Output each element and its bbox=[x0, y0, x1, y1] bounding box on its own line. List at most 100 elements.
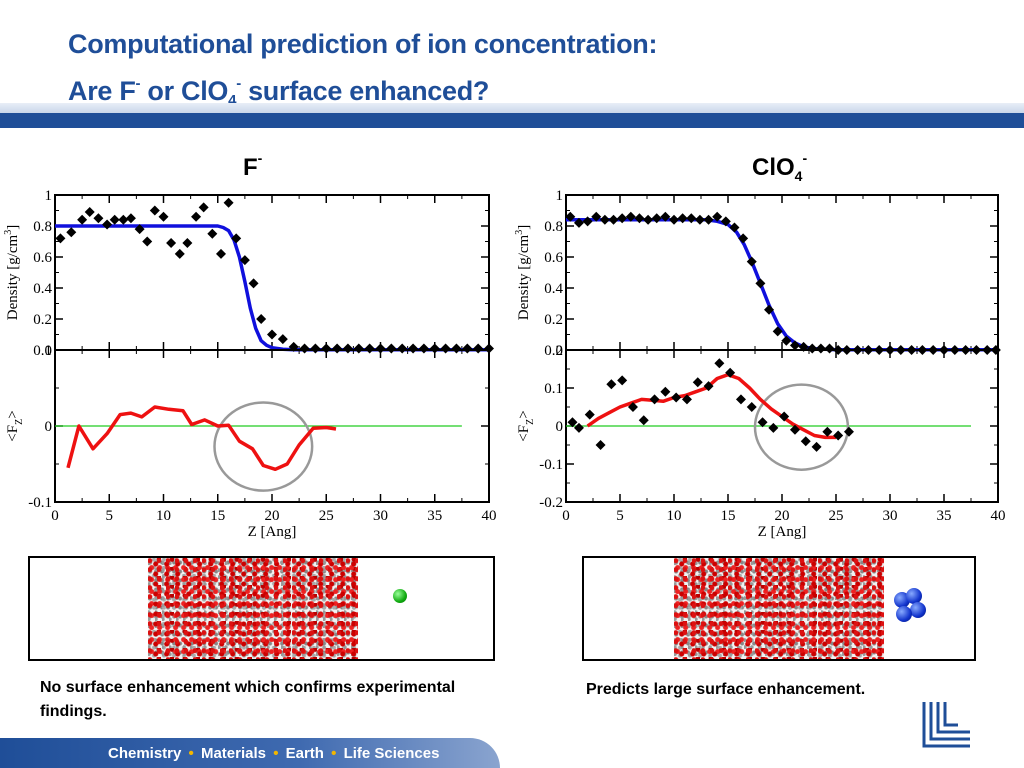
footer-item-life-sciences: Life Sciences bbox=[343, 745, 440, 762]
title-text-b: or ClO bbox=[140, 76, 229, 106]
left-density-data-point bbox=[364, 343, 375, 354]
right-density-ytick-label: 0.8 bbox=[544, 219, 563, 235]
left-density-ytick-label: 1 bbox=[45, 188, 53, 204]
right-force-xtick-label: 40 bbox=[991, 508, 1006, 524]
right-force-data-point bbox=[822, 426, 833, 437]
left-density-data-point bbox=[375, 343, 386, 354]
left-density-data-point bbox=[207, 228, 218, 239]
left-density-data-point bbox=[397, 343, 408, 354]
left-density-data-point bbox=[66, 227, 77, 238]
left-density-data-point bbox=[109, 214, 120, 225]
left-density-data-point bbox=[462, 343, 473, 354]
right-ion-sub: 4 bbox=[794, 168, 803, 184]
right-density-ylabel-script: 3 bbox=[514, 230, 525, 235]
right-density-ytick-label: 0.4 bbox=[544, 281, 563, 297]
right-force-ylabel: <FZ> bbox=[516, 410, 536, 441]
right-force-data-point bbox=[567, 417, 578, 428]
right-density-data-point bbox=[703, 214, 714, 225]
left-force-ytick-label: -0.1 bbox=[28, 495, 52, 511]
title-sup-1: - bbox=[135, 75, 141, 92]
right-force-ylabel-script: Z bbox=[525, 419, 536, 425]
left-density-data-point bbox=[267, 329, 277, 340]
right-density-data-point bbox=[565, 211, 576, 222]
left-density-data-point bbox=[408, 343, 419, 354]
left-density-data-point bbox=[239, 255, 250, 266]
footer-separator: • bbox=[273, 745, 279, 762]
left-force-force-line bbox=[66, 405, 337, 472]
left-force-xtick-label: 35 bbox=[427, 508, 442, 524]
right-density-data-point bbox=[669, 214, 679, 225]
left-density-ytick-label: 0.8 bbox=[33, 219, 52, 235]
right-density-data-point bbox=[720, 216, 731, 227]
right-force-xtick-label: 35 bbox=[937, 508, 952, 524]
right-density-data-point bbox=[599, 214, 610, 225]
right-force-xtick-label: 30 bbox=[883, 508, 898, 524]
left-density-data-point bbox=[198, 202, 209, 213]
right-force-xtick-label: 0 bbox=[562, 508, 570, 524]
right-density-data-point bbox=[686, 213, 697, 224]
right-density-ytick-label: 0 bbox=[556, 343, 564, 359]
right-density-data-point bbox=[625, 211, 636, 222]
right-force-xtick-label: 20 bbox=[775, 508, 790, 524]
right-force-data-point bbox=[671, 392, 682, 403]
right-density-data-point bbox=[651, 213, 662, 224]
right-density-data-point bbox=[660, 211, 671, 222]
left-ion-sup: - bbox=[257, 150, 263, 166]
right-density-data-point bbox=[789, 340, 800, 351]
left-density-data-point bbox=[277, 334, 288, 345]
footer-item-earth: Earth bbox=[285, 745, 324, 762]
footer-separator: • bbox=[188, 745, 194, 762]
right-density-data-point bbox=[755, 278, 766, 289]
right-density-data-point bbox=[643, 214, 654, 225]
left-force-ylabel-base: <F bbox=[5, 425, 21, 442]
left-density-data-point bbox=[231, 233, 242, 244]
left-density-data-point bbox=[84, 207, 95, 218]
right-force-data-point bbox=[649, 394, 660, 405]
left-density-data-point bbox=[158, 211, 169, 222]
right-density-ylabel-base: Density [g/cm bbox=[516, 234, 532, 320]
right-force-data-point bbox=[811, 441, 822, 452]
left-force-xtick-label: 10 bbox=[156, 508, 171, 524]
left-density-data-point bbox=[216, 248, 227, 259]
right-force-ytick-label: -0.2 bbox=[539, 495, 563, 511]
right-force-data-point bbox=[843, 426, 854, 437]
left-ion-base: F bbox=[243, 154, 258, 181]
right-force-data-point bbox=[627, 402, 638, 412]
right-force-data-point bbox=[725, 367, 736, 378]
left-density-ytick-label: 0.4 bbox=[33, 281, 52, 297]
right-density-data-point bbox=[617, 213, 628, 224]
right-density-ytick-label: 0.6 bbox=[544, 250, 563, 266]
left-force-ytick-label: 0 bbox=[45, 419, 53, 435]
left-density-data-point bbox=[142, 236, 153, 247]
left-force-xtick-label: 0 bbox=[51, 508, 59, 524]
left-density-data-point bbox=[134, 224, 145, 235]
right-force-xtick-label: 10 bbox=[667, 508, 682, 524]
right-density-data-point bbox=[573, 217, 584, 228]
right-force-data-point bbox=[584, 409, 595, 420]
right-density-data-point bbox=[694, 214, 705, 225]
right-force-xtick-label: 5 bbox=[616, 508, 624, 524]
right-force-data-point bbox=[757, 417, 768, 428]
left-force-highlight-circle bbox=[213, 401, 314, 492]
left-density-data-point bbox=[102, 219, 113, 230]
left-density-data-point bbox=[386, 343, 397, 354]
green-ion-sphere bbox=[393, 589, 407, 603]
footer-item-materials: Materials bbox=[200, 745, 267, 762]
left-density-ytick-label: 0.2 bbox=[33, 312, 52, 328]
right-force-data-point bbox=[660, 386, 671, 397]
left-density-data-point bbox=[149, 205, 160, 216]
left-density-data-point bbox=[223, 197, 234, 208]
right-force-data-point bbox=[595, 440, 606, 450]
left-force-xtick-label: 20 bbox=[265, 508, 280, 524]
left-density-data-point bbox=[248, 278, 259, 289]
right-density-data-point bbox=[591, 211, 602, 222]
page-title: Computational prediction of ion concentr… bbox=[68, 24, 657, 121]
right-density-data-point bbox=[582, 216, 593, 227]
right-density-data-point bbox=[824, 343, 835, 354]
left-force-xtick-label: 25 bbox=[319, 508, 334, 524]
right-force-ytick-label: 0 bbox=[556, 419, 564, 435]
right-ion-base: ClO bbox=[752, 154, 795, 181]
left-force-xtick-label: 30 bbox=[373, 508, 388, 524]
right-density-data-point bbox=[772, 326, 783, 337]
